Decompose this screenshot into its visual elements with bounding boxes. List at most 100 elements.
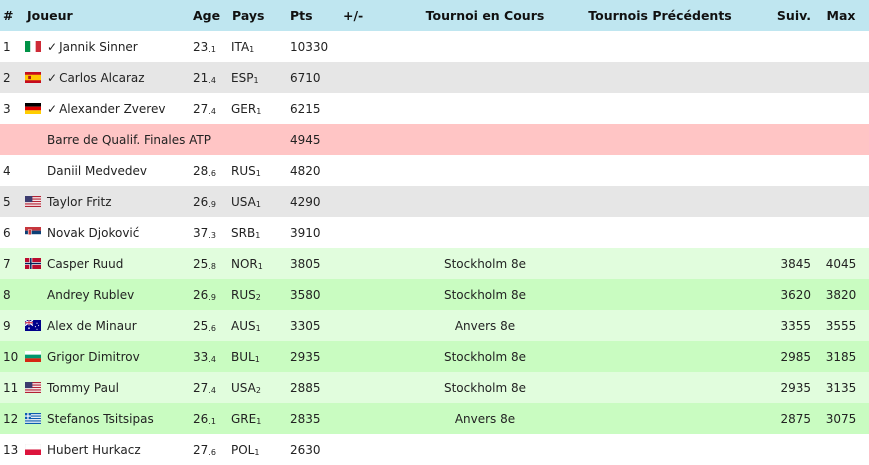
country-code: AUS (231, 318, 256, 333)
header-diff[interactable]: +/- (342, 0, 410, 31)
table-row[interactable]: 8 Andrey Rublev 26.9 RUS2 3580 Stockholm 8e 36… (0, 279, 869, 310)
diff-cell (342, 434, 410, 465)
age-decimal: .1 (208, 44, 216, 54)
country-cell: AUS1 (231, 310, 290, 341)
player-name[interactable]: Casper Ruud (47, 256, 124, 271)
country-code: ITA (231, 39, 250, 54)
player-name[interactable]: Jannik Sinner (59, 39, 138, 54)
header-points[interactable]: Pts (290, 0, 342, 31)
country-code: GRE (231, 411, 257, 426)
player-name[interactable]: Novak Djoković (47, 225, 140, 240)
country-index: 2 (255, 385, 261, 395)
player-name[interactable]: Andrey Rublev (47, 287, 135, 302)
country-index: 2 (255, 292, 261, 302)
diff-cell (342, 372, 410, 403)
country-cell: BUL1 (231, 341, 290, 372)
header-age[interactable]: Age (193, 0, 231, 31)
player-cell[interactable]: Taylor Fritz (25, 186, 193, 217)
player-cell[interactable]: Daniil Medvedev (25, 155, 193, 186)
points-cell: 10330 (290, 31, 342, 62)
qualified-check-icon: ✓ (47, 39, 58, 54)
country-index: 1 (255, 230, 261, 240)
table-row[interactable]: 7 Casper Ruud 25.8 NOR1 3805 Stockholm 8e 3845… (0, 248, 869, 279)
header-country[interactable]: Pays (231, 0, 290, 31)
player-name[interactable]: Taylor Fritz (47, 194, 112, 209)
header-current-tournament[interactable]: Tournoi en Cours (410, 0, 560, 31)
age-value: 26 (193, 194, 209, 209)
rank-cell: 12 (0, 403, 25, 434)
country-index: 1 (253, 75, 259, 85)
player-cell[interactable]: Andrey Rublev (25, 279, 193, 310)
country-code: RUS (231, 287, 256, 302)
max-cell: 3135 (813, 372, 869, 403)
table-row[interactable]: 12 Stefanos Tsitsipas 26.1 GRE1 2835 Anvers 8… (0, 403, 869, 434)
age-decimal: .4 (208, 354, 216, 364)
age-decimal: .1 (208, 416, 216, 426)
diff-cell (342, 31, 410, 62)
table-row[interactable]: 1 ✓ Jannik Sinner 23.1 ITA1 10330 (0, 31, 869, 62)
player-cell[interactable]: ✓ Alexander Zverev (25, 93, 193, 124)
header-previous-tournaments[interactable]: Tournois Précédents (560, 0, 760, 31)
age-cell: 25.6 (193, 310, 231, 341)
age-cell: 23.1 (193, 31, 231, 62)
player-name[interactable]: Stefanos Tsitsipas (47, 411, 154, 426)
age-cell: 26.1 (193, 403, 231, 434)
diff-cell (342, 93, 410, 124)
no-flag-spacer (25, 288, 41, 299)
country-code: SRB (231, 225, 256, 240)
current-tournament-cell: Stockholm 8e (410, 372, 560, 403)
player-cell[interactable]: Tommy Paul (25, 372, 193, 403)
points-cell: 4820 (290, 155, 342, 186)
header-next[interactable]: Suiv. (760, 0, 813, 31)
player-cell[interactable]: Stefanos Tsitsipas (25, 403, 193, 434)
player-name[interactable]: Alex de Minaur (47, 318, 137, 333)
player-cell[interactable]: Alex de Minaur (24, 310, 193, 341)
rank-cell: 6 (0, 217, 25, 248)
age-cell: 26.9 (193, 186, 231, 217)
rank-cell: 4 (0, 155, 25, 186)
header-max[interactable]: Max (813, 0, 869, 31)
country-code: USA (231, 194, 256, 209)
table-row[interactable]: 13 Hubert Hurkacz 27.6 POL1 2630 (0, 434, 869, 465)
country-index: 1 (257, 261, 263, 271)
player-name[interactable]: Alexander Zverev (59, 101, 166, 116)
country-index: 1 (255, 323, 261, 333)
next-cell (760, 93, 813, 124)
player-cell[interactable]: Casper Ruud (25, 248, 193, 279)
table-row[interactable]: 2 ✓ Carlos Alcaraz 21.4 ESP1 6710 (0, 62, 869, 93)
next-cell: 3845 (760, 248, 813, 279)
player-cell[interactable]: Hubert Hurkacz (24, 434, 193, 465)
player-name[interactable]: Grigor Dimitrov (47, 349, 140, 364)
player-name[interactable]: Tommy Paul (47, 380, 119, 395)
player-cell[interactable]: Novak Djoković (25, 217, 193, 248)
age-value: 33 (193, 349, 209, 364)
previous-tournaments-cell (560, 155, 760, 186)
header-player[interactable]: Joueur (25, 0, 193, 31)
table-row[interactable]: 6 Novak Djoković 37.3 SRB1 3910 (0, 217, 869, 248)
table-row[interactable]: 10 Grigor Dimitrov 33.4 BUL1 2935 Stockholm 8… (0, 341, 869, 372)
player-cell[interactable]: Grigor Dimitrov (25, 341, 193, 372)
player-name[interactable]: Daniil Medvedev (47, 163, 147, 178)
player-name[interactable]: Carlos Alcaraz (59, 70, 145, 85)
diff-cell (342, 186, 410, 217)
poland-flag-icon (24, 443, 42, 455)
table-row[interactable]: 5 Taylor Fritz 26.9 USA1 4290 (0, 186, 869, 217)
country-index: 1 (249, 44, 255, 54)
table-row[interactable]: 3 ✓ Alexander Zverev 27.4 GER1 6215 (0, 93, 869, 124)
diff-cell (342, 155, 410, 186)
country-code: USA (231, 380, 256, 395)
next-cell (760, 434, 813, 465)
table-row[interactable]: 4 Daniil Medvedev 28.6 RUS1 4820 (0, 155, 869, 186)
country-code: GER (231, 101, 257, 116)
points-cell: 3580 (290, 279, 342, 310)
age-value: 27 (193, 380, 209, 395)
table-row[interactable]: 9 Alex de Minaur 25.6 AUS1 3305 Anvers 8e 3355… (0, 310, 869, 341)
player-name[interactable]: Hubert Hurkacz (47, 442, 141, 457)
header-rank[interactable]: # (0, 0, 25, 31)
player-cell[interactable]: ✓ Carlos Alcaraz (25, 62, 193, 93)
table-row[interactable]: 11 Tommy Paul 27.4 USA2 2885 Stockholm 8e 2935… (0, 372, 869, 403)
player-cell[interactable]: ✓ Jannik Sinner (25, 31, 193, 62)
norway-flag-icon (25, 257, 41, 269)
previous-tournaments-cell (560, 248, 760, 279)
no-flag-spacer (25, 164, 41, 175)
